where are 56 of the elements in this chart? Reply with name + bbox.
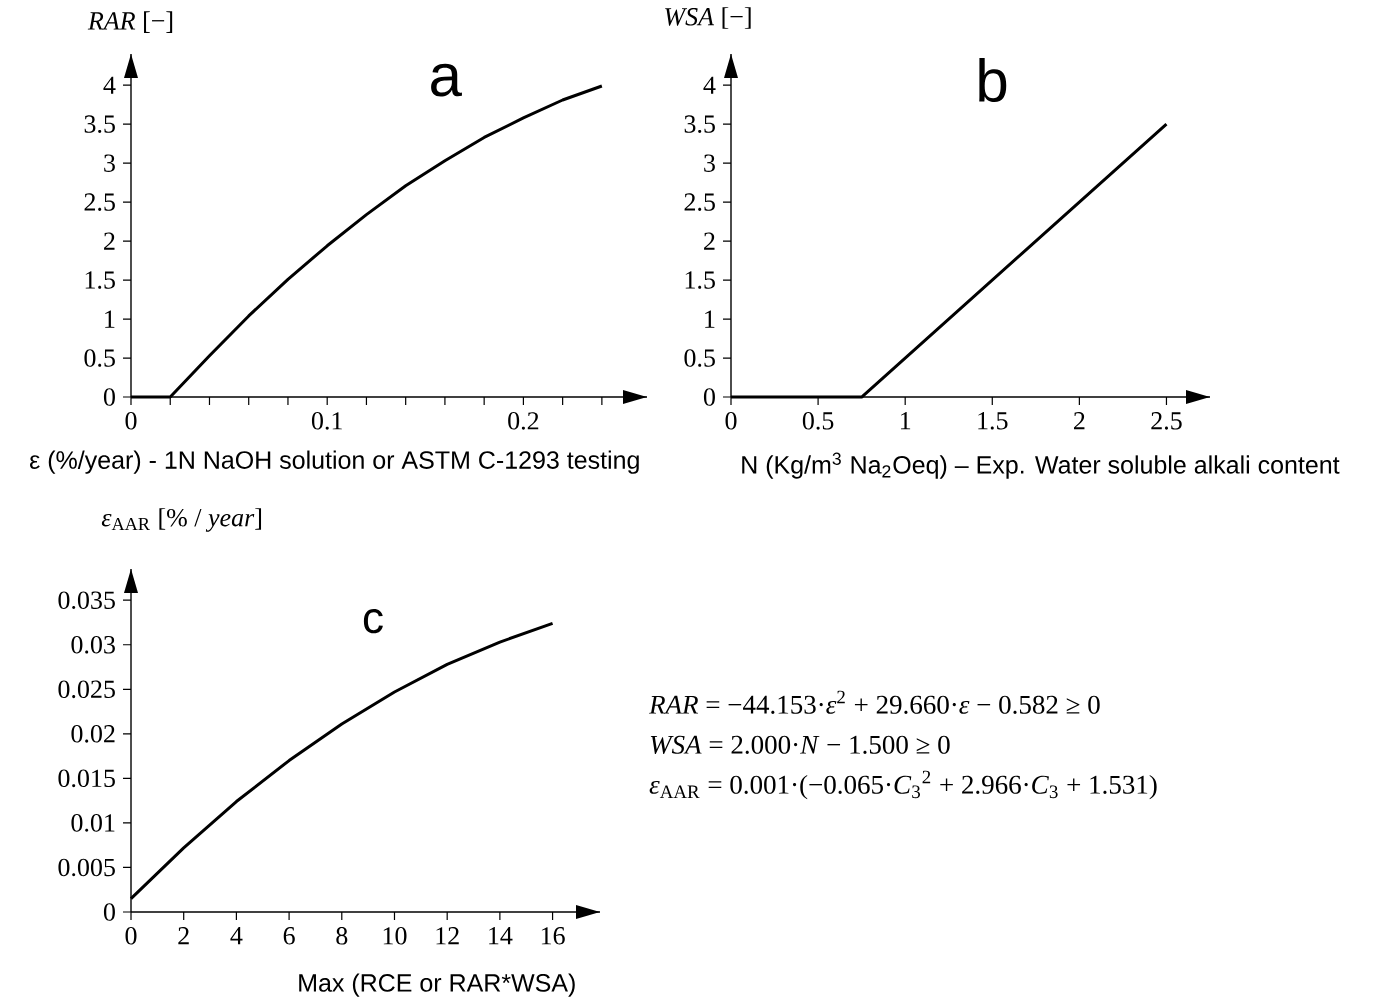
text: RAR = −44.153·ε$^{2}$ + 29.660·ε − 0.582 ≥ 0 [648,690,1100,714]
x-tick-label: 2 [178,927,189,945]
y-tick-label: 0.005 [58,858,115,877]
y-tick-label: 0.5 [684,349,715,367]
y-tick-label: 0.03 [71,635,115,654]
x-axis-title: Max (RCE or RAR*WSA) [299,973,575,997]
text: ε$_{AAR}$ = 0.001·(−0.065·C$_{3}$$^{2}$ + 2.966·C$_{3}$ + 1.531) [649,770,1157,800]
y-tick-label: 0.015 [58,769,115,788]
y-tick-label: 0.025 [58,680,115,699]
y-tick-label: 1 [105,310,115,328]
y-tick-label: 0 [103,388,115,406]
x-tick-label: 2.5 [1151,412,1182,430]
x-tick-label: 0 [125,412,137,430]
y-tick-label: 0 [103,903,115,921]
x-tick-label: 8 [336,927,348,945]
x-tick-label: 0.2 [508,412,539,430]
x-tick-label: 0 [725,412,737,430]
y-tick-label: 0.01 [71,814,115,832]
y-tick-label: 2 [704,232,715,250]
y-tick-label: 2.5 [84,193,115,211]
y-tick-label: 2.5 [684,193,715,211]
x-axis-title: N (Kg/m$^{3}$ Na$_{2}$Oeq) – Exp. Water soluble alkali content [742,452,1340,479]
y-tick-label: 3.5 [84,115,115,133]
y-tick-label: 4 [103,76,116,94]
y-tick-label: 1.5 [85,271,115,289]
y-tick-label: 3.5 [684,115,715,133]
x-axis-title: ε (%/year) - 1N NaOH solution or ASTM C-1293 testing [29,450,639,474]
y-tick-label: 0 [703,388,715,406]
x-tick-label: 6 [283,927,295,945]
y-axis-title: WSA [−] [665,7,751,29]
text: WSA = 2.000·N − 1.500 ≥ 0 [650,735,950,755]
y-tick-label: 0.5 [84,349,115,367]
y-tick-label: 3 [704,154,715,172]
x-tick-label: 14 [489,927,513,945]
x-tick-label: 0.5 [802,412,834,430]
x-tick-label: 4 [230,927,243,945]
x-tick-label: 0 [125,927,137,945]
x-tick-label: 0.1 [311,412,342,430]
x-tick-label: 16 [541,927,565,945]
y-tick-label: 4 [703,76,716,94]
y-axis-title: ε$_{AAR}$ [% / year] [101,508,262,532]
y-tick-label: 2 [104,232,115,250]
x-tick-label: 1 [900,412,911,430]
chart-title: a [431,63,462,97]
x-tick-label: 1.5 [978,412,1008,430]
x-tick-label: 2 [1074,412,1085,430]
y-axis-title: RAR [−] [87,11,173,33]
chart-title: b [979,58,1007,103]
y-tick-label: 0.035 [58,591,115,610]
y-tick-label: 1.5 [685,271,715,289]
x-tick-label: 12 [436,927,459,945]
x-tick-label: 10 [383,927,407,945]
text: c [363,609,383,634]
y-tick-label: 3 [104,154,115,172]
y-tick-label: 1 [705,310,715,328]
y-tick-label: 0.02 [71,725,115,743]
